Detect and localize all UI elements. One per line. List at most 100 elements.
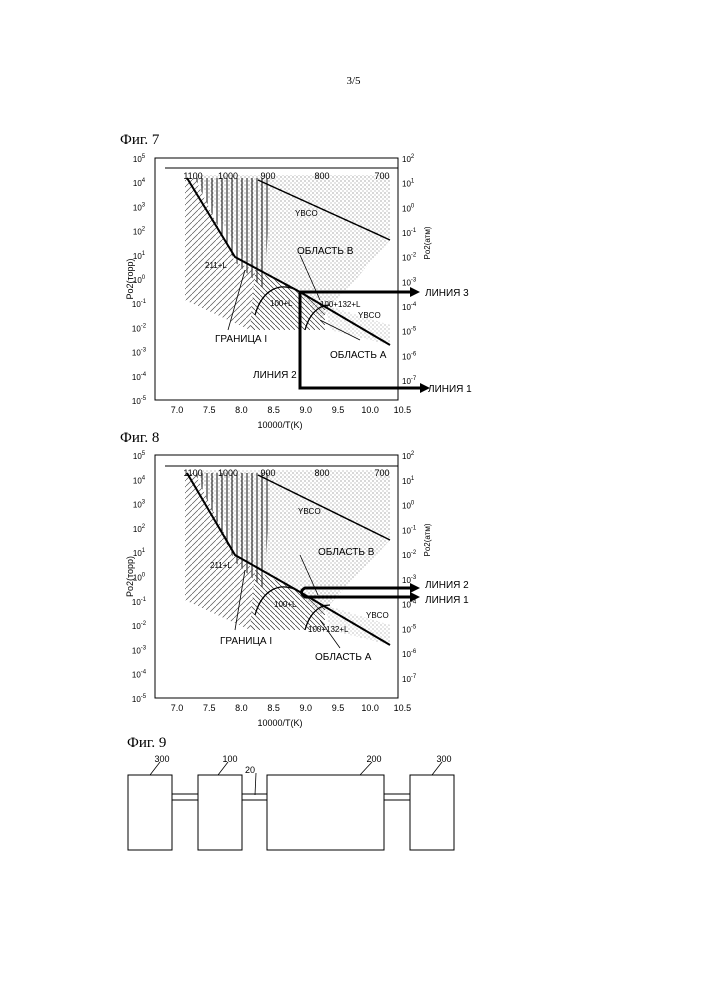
- x-tick-label: 7.0: [171, 405, 184, 415]
- y-right-tick-label: 101: [402, 179, 415, 189]
- y-right-tick-label: 101: [402, 476, 415, 486]
- y-right-tick-label: 10-7: [402, 376, 417, 386]
- y-left-axis-label: Po2(торр): [125, 556, 135, 597]
- annotation-region-b: ОБЛАСТЬ В: [297, 246, 354, 257]
- y-left-tick-label: 105: [133, 154, 146, 164]
- top-tick-label: 900: [260, 171, 275, 181]
- x-tick-label: 8.5: [267, 703, 280, 713]
- y-right-tick-label: 10-1: [402, 525, 417, 535]
- y-right-tick-label: 100: [402, 501, 415, 511]
- x-tick-label: 10.0: [361, 405, 379, 415]
- x-tick-label: 7.0: [171, 703, 184, 713]
- y-left-tick-label: 10-5: [132, 396, 147, 406]
- x-tick-label: 10.5: [394, 405, 412, 415]
- x-axis-label: 10000/T(K): [257, 718, 302, 728]
- y-left-tick-label: 104: [133, 178, 146, 188]
- x-tick-label: 10.0: [361, 703, 379, 713]
- y-left-tick-label: 10-2: [132, 621, 147, 631]
- y-right-axis-label: Po2(атм): [423, 523, 432, 556]
- annotation-line2: ЛИНИЯ 2: [253, 370, 297, 381]
- block-300-left: [128, 775, 172, 850]
- top-tick-label: 700: [374, 171, 389, 181]
- y-right-tick-label: 102: [402, 451, 415, 461]
- y-left-tick-label: 10-1: [132, 597, 147, 607]
- region-label: YBCO: [358, 311, 381, 320]
- y-left-tick-label: 103: [133, 202, 146, 212]
- y-right-tick-label: 100: [402, 203, 415, 213]
- part-number-200: 200: [366, 754, 381, 764]
- y-left-tick-label: 10-3: [132, 348, 147, 358]
- y-left-axis-label: Po2(торр): [125, 258, 135, 299]
- top-tick-label: 700: [374, 468, 389, 478]
- y-right-tick-label: 10-2: [402, 253, 417, 263]
- y-left-tick-label: 103: [133, 500, 146, 510]
- y-left-tick-label: 10-4: [132, 670, 147, 680]
- y-right-tick-label: 10-6: [402, 351, 417, 361]
- region-label: YBCO: [295, 209, 318, 218]
- block-200: [267, 775, 384, 850]
- region-label: YBCO: [298, 507, 321, 516]
- figure-8-chart: [155, 455, 420, 698]
- top-tick-label: 800: [314, 171, 329, 181]
- top-tick-label: 1000: [218, 468, 238, 478]
- y-right-tick-label: 10-2: [402, 550, 417, 560]
- region-label: YBCO: [366, 611, 389, 620]
- y-right-tick-label: 10-6: [402, 649, 417, 659]
- y-right-tick-label: 10-5: [402, 327, 417, 337]
- figure-7-chart: [155, 158, 430, 400]
- y-left-tick-label: 10-4: [132, 372, 147, 382]
- y-left-tick-label: 10-1: [132, 299, 147, 309]
- y-left-tick-label: 105: [133, 451, 146, 461]
- annotation-line3: ЛИНИЯ 3: [425, 288, 469, 299]
- x-tick-label: 8.5: [267, 405, 280, 415]
- block-100: [198, 775, 242, 850]
- y-right-tick-label: 102: [402, 154, 415, 164]
- y-right-tick-label: 10-4: [402, 302, 417, 312]
- part-number-100: 100: [222, 754, 237, 764]
- y-left-tick-label: 102: [133, 524, 146, 534]
- x-axis-label: 10000/T(K): [257, 420, 302, 430]
- region-label: 100+132+L: [320, 300, 361, 309]
- annotation-region-a: ОБЛАСТЬ А: [315, 652, 372, 663]
- annotation-boundary: ГРАНИЦА I: [220, 636, 272, 647]
- y-right-tick-label: 10-1: [402, 228, 417, 238]
- x-tick-label: 9.0: [300, 405, 313, 415]
- x-tick-label: 9.0: [300, 703, 313, 713]
- top-tick-label: 1100: [183, 171, 202, 181]
- annotation-region-a: ОБЛАСТЬ А: [330, 350, 387, 361]
- y-right-tick-label: 10-7: [402, 674, 417, 684]
- y-right-tick-label: 10-3: [402, 575, 417, 585]
- top-tick-label: 1000: [218, 171, 238, 181]
- y-right-tick-label: 10-3: [402, 277, 417, 287]
- region-label: 100+L: [270, 299, 293, 308]
- annotation-region-b: ОБЛАСТЬ В: [318, 547, 375, 558]
- top-tick-label: 1100: [183, 468, 202, 478]
- annotation-line1: ЛИНИЯ 1: [425, 595, 469, 606]
- part-number-20: 20: [245, 765, 255, 775]
- y-left-tick-label: 104: [133, 475, 146, 485]
- y-left-tick-label: 10-2: [132, 323, 147, 333]
- region-label: 100+132+L: [308, 625, 349, 634]
- region-label: 100+L: [274, 600, 297, 609]
- top-tick-label: 900: [260, 468, 275, 478]
- x-tick-label: 9.5: [332, 703, 345, 713]
- region-label: 211+L: [210, 561, 232, 570]
- x-tick-label: 8.0: [235, 703, 248, 713]
- x-tick-label: 7.5: [203, 703, 216, 713]
- y-left-tick-label: 10-3: [132, 645, 147, 655]
- block-300-right: [410, 775, 454, 850]
- y-left-tick-label: 102: [133, 227, 146, 237]
- annotation-line2: ЛИНИЯ 2: [425, 580, 469, 591]
- x-tick-label: 10.5: [394, 703, 412, 713]
- annotation-boundary: ГРАНИЦА I: [215, 334, 267, 345]
- x-tick-label: 7.5: [203, 405, 216, 415]
- y-left-tick-label: 10-5: [132, 694, 147, 704]
- x-tick-label: 8.0: [235, 405, 248, 415]
- figure-9-apparatus: [128, 762, 454, 850]
- top-tick-label: 800: [314, 468, 329, 478]
- y-right-tick-label: 10-4: [402, 600, 417, 610]
- region-label: 211+L: [205, 261, 227, 270]
- part-number-300: 300: [154, 754, 169, 764]
- y-right-axis-label: Po2(атм): [423, 226, 432, 259]
